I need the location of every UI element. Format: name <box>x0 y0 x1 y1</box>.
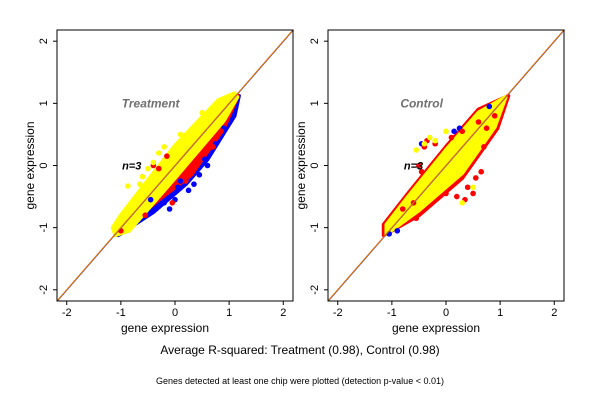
y-tick-label: 1 <box>309 100 321 106</box>
point-yellow <box>155 150 162 156</box>
x-tick-label: -1 <box>116 307 126 319</box>
panel-title: Control <box>400 96 443 110</box>
point-red <box>142 212 149 219</box>
point-yellow <box>137 181 143 187</box>
reference-line <box>56 29 294 302</box>
point-red <box>218 128 224 135</box>
figure-caption: Average R-squared: Treatment (0.98), Con… <box>160 343 440 357</box>
point-yellow <box>459 199 466 206</box>
x-tick-label: -2 <box>333 307 343 319</box>
point-red <box>491 112 498 119</box>
point-yellow <box>443 128 449 135</box>
point-blue <box>185 187 192 194</box>
point-yellow <box>139 173 146 180</box>
y-tick-label: 2 <box>309 38 321 44</box>
point-yellow <box>161 144 167 150</box>
y-tick-label: -1 <box>309 223 321 233</box>
x-tick-label: 0 <box>172 307 178 319</box>
point-blue <box>204 162 211 169</box>
x-tick-label: 1 <box>226 307 232 319</box>
point-red <box>210 144 216 150</box>
point-red <box>464 184 471 191</box>
x-tick-label: -1 <box>387 307 397 319</box>
point-yellow <box>125 183 131 189</box>
point-red <box>169 199 176 206</box>
point-red <box>155 165 162 172</box>
point-red <box>472 175 479 181</box>
y-axis-label: gene expression <box>23 121 37 209</box>
x-tick-label: 2 <box>280 307 286 319</box>
x-tick-label: -2 <box>62 307 72 319</box>
point-blue <box>147 196 154 203</box>
y-tick-label: -2 <box>309 285 321 295</box>
point-red <box>164 153 170 159</box>
point-yellow <box>470 184 476 191</box>
point-blue <box>486 103 493 110</box>
y-tick-label: 1 <box>38 100 50 106</box>
point-red <box>481 144 487 150</box>
point-yellow <box>426 134 433 141</box>
point-yellow <box>150 159 157 166</box>
point-red <box>443 190 449 197</box>
point-red <box>459 128 466 135</box>
y-tick-label: 2 <box>38 38 50 44</box>
point-yellow <box>177 131 184 138</box>
x-axis-label: gene expression <box>121 321 209 335</box>
point-red <box>183 178 189 184</box>
x-tick-label: 2 <box>551 307 557 319</box>
point-yellow <box>199 109 205 116</box>
y-tick-label: 0 <box>38 162 50 168</box>
y-tick-label: -2 <box>38 285 50 295</box>
point-blue <box>196 172 203 178</box>
point-red <box>418 168 425 175</box>
point-blue <box>161 199 167 206</box>
point-blue <box>174 184 181 191</box>
panel-control: -2 -1 0 1 2 -2 -1 0 1 2 gene expression gene expres… <box>294 29 565 335</box>
reference-line-shadow <box>57 29 294 302</box>
reference-line-shadow <box>328 29 565 302</box>
x-tick-label: 1 <box>497 307 503 319</box>
point-blue <box>166 206 173 212</box>
panel-treatment: -2 -1 0 1 2 -2 -1 0 1 2 gene expression gene expres… <box>23 29 294 335</box>
point-red <box>448 134 455 141</box>
x-axis-label: gene expression <box>392 321 480 335</box>
sample-size-annotation: n=3 <box>122 161 141 173</box>
reference-line <box>327 29 565 302</box>
point-yellow <box>421 140 428 147</box>
point-red <box>478 168 484 175</box>
sample-size-annotation: n=3 <box>404 161 423 173</box>
point-blue <box>191 181 197 187</box>
point-red <box>416 162 422 169</box>
point-red <box>454 193 460 200</box>
y-axis-label: gene expression <box>294 121 308 209</box>
y-tick-label: -1 <box>38 223 50 233</box>
point-red <box>475 119 482 125</box>
x-tick-label: 0 <box>443 307 449 319</box>
point-blue <box>201 156 208 163</box>
point-blue <box>177 178 184 184</box>
point-blue <box>394 227 401 234</box>
point-red <box>470 190 476 197</box>
panel-title: Treatment <box>122 96 181 110</box>
point-yellow <box>432 137 438 144</box>
figure-footnote: Genes detected at least one chip were pl… <box>156 376 444 386</box>
y-tick-label: 0 <box>309 162 321 168</box>
point-red <box>413 215 420 222</box>
point-red <box>399 206 406 212</box>
point-yellow <box>413 147 420 153</box>
point-red <box>483 125 490 132</box>
point-yellow <box>145 165 151 172</box>
point-blue <box>451 128 457 135</box>
